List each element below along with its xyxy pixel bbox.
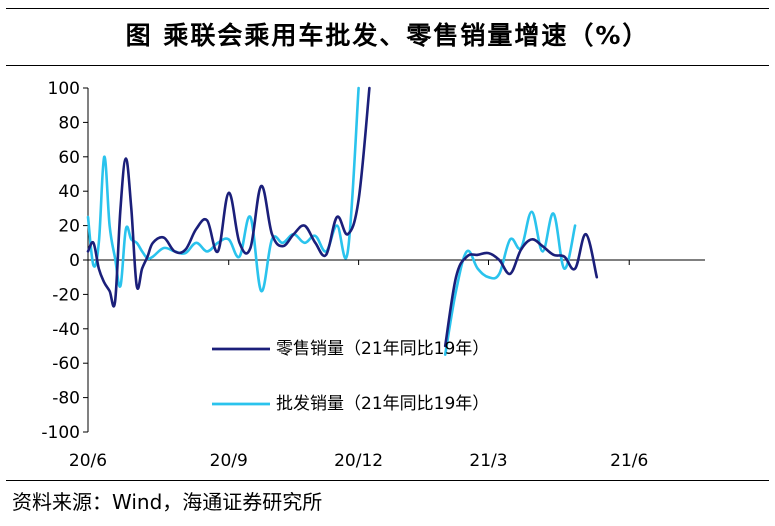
y-tick-label: -60: [52, 354, 80, 374]
source-note: 资料来源：Wind，海通证券研究所: [12, 490, 323, 514]
chart-axes: 100 80 60 40 20 0 -20 -40 -60 -80 -100 20/6 20/9 20/1…: [41, 79, 705, 471]
title-rule: [6, 65, 769, 66]
y-tick-label: -40: [52, 320, 80, 340]
series-line: [443, 210, 577, 356]
x-tick-label: 20/9: [210, 451, 248, 471]
y-tick-label: 100: [48, 79, 80, 99]
series-line: [86, 86, 360, 293]
x-tick-label: 21/3: [469, 451, 507, 471]
series-wholesale: [86, 86, 577, 356]
chart-title: 图 乘联会乘用车批发、零售销量增速（%）: [125, 21, 650, 50]
series-retail: [86, 86, 599, 348]
x-tick-label: 20/12: [334, 451, 383, 471]
top-rule: [6, 8, 769, 9]
y-tick-label: -20: [52, 285, 80, 305]
y-tick-label: 80: [58, 113, 80, 133]
y-tick-label: 40: [58, 182, 80, 202]
y-tick-label: 20: [58, 217, 80, 237]
series-layer: [86, 86, 599, 356]
legend-label: 批发销量（21年同比19年）: [276, 394, 489, 414]
series-line: [443, 232, 599, 348]
series-line: [86, 86, 371, 308]
y-tick-label: -80: [52, 389, 80, 409]
y-tick-label: 0: [69, 251, 80, 271]
legend-label: 零售销量（21年同比19年）: [276, 339, 489, 359]
x-tick-label: 21/6: [610, 451, 648, 471]
x-tick-label: 20/6: [69, 451, 107, 471]
bottom-rule: [6, 480, 769, 481]
y-tick-label: 60: [58, 148, 80, 168]
legend: 零售销量（21年同比19年） 批发销量（21年同比19年）: [212, 339, 489, 414]
y-tick-label: -100: [41, 423, 80, 443]
